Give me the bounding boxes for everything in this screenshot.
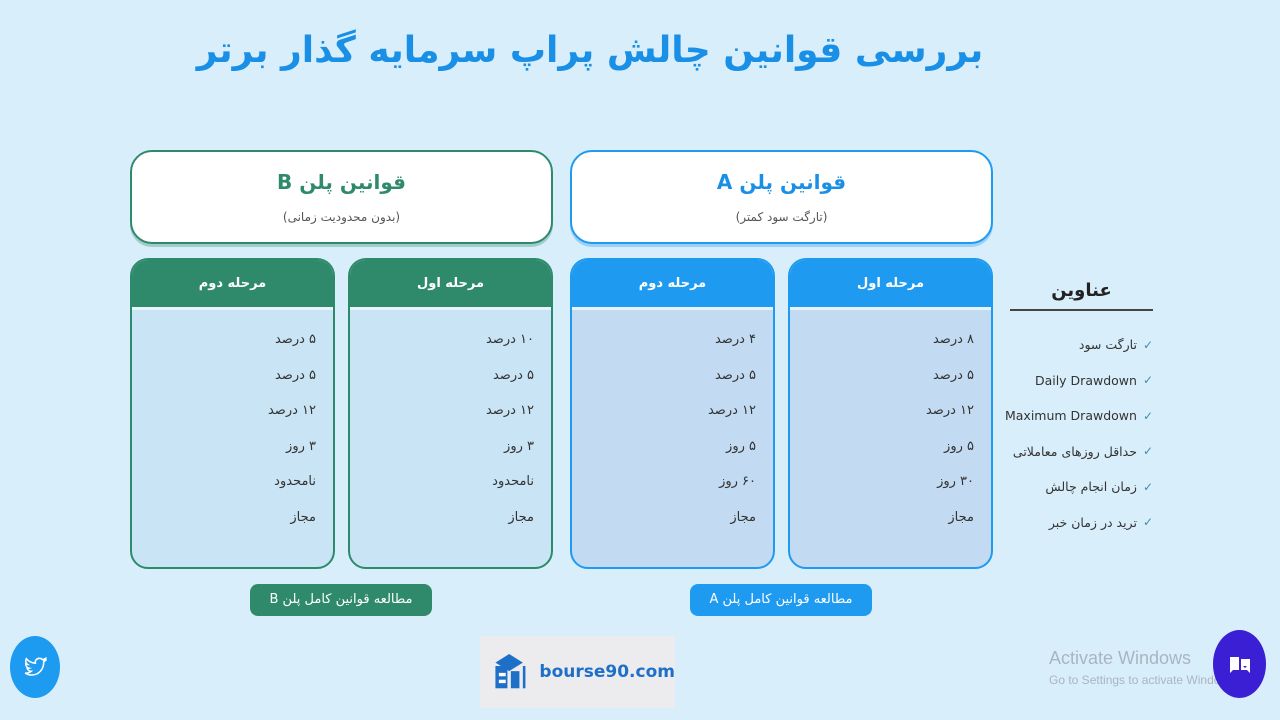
chat-icon (1229, 657, 1250, 673)
label-item: ✓ تارگت سود (1010, 327, 1153, 363)
rule-value: مجاز (508, 509, 534, 525)
watermark-line1: Activate Windows (1049, 648, 1192, 668)
check-icon: ✓ (1142, 479, 1153, 494)
label-item: ✓ Daily Drawdown (1010, 363, 1153, 399)
stage-header: مرحله دوم (572, 260, 773, 310)
label-text: Maximum Drawdown (1004, 408, 1137, 424)
check-icon: ✓ (1142, 408, 1153, 423)
label-item: ✓ حداقل روزهای معاملاتی (1010, 434, 1153, 470)
plan-b-subtitle: (بدون محدودیت زمانی) (282, 210, 401, 224)
plan-a-title: قوانین پلن A (716, 170, 847, 194)
stage-header: مرحله دوم (132, 260, 333, 310)
rule-value: ۵ درصد (274, 332, 316, 347)
label-text: حداقل روزهای معاملاتی (1012, 443, 1137, 459)
rule-value: ۴ درصد (714, 332, 756, 347)
rule-value: مجاز (948, 509, 974, 525)
plan-a-stage1-column: مرحله اول ۸ درصد ۵ درصد ۱۲ درصد ۵ روز ۳۰ روز م… (788, 258, 993, 569)
logo-cube-icon (495, 654, 526, 689)
plan-a-stage2-column: مرحله دوم ۴ درصد ۵ درصد ۱۲ درصد ۵ روز ۶۰ روز م… (570, 258, 775, 569)
check-icon: ✓ (1142, 515, 1153, 530)
rule-value: نامحدود (274, 474, 316, 489)
labels-column: عناوین ✓ تارگت سود ✓ Daily Drawdown ✓ Maximum… (1005, 280, 1153, 541)
rule-value: ۸ درصد (932, 332, 974, 347)
rule-value: نامحدود (492, 474, 534, 489)
plan-b-title: قوانین پلن B (276, 170, 406, 194)
label-text: Daily Drawdown (1034, 372, 1137, 388)
check-icon: ✓ (1142, 337, 1153, 352)
rule-value: ۱۲ درصد (485, 403, 534, 418)
check-icon: ✓ (1142, 373, 1153, 388)
labels-title: عناوین (1010, 280, 1153, 311)
check-icon: ✓ (1142, 444, 1153, 459)
plan-b-stage1-column: مرحله اول ۱۰ درصد ۵ درصد ۱۲ درصد ۳ روز نامحدو… (348, 258, 553, 569)
stage-header: مرحله اول (350, 260, 551, 310)
rule-value: ۵ درصد (932, 367, 974, 383)
rule-value: ۱۲ درصد (707, 403, 756, 418)
plan-b-stage2-column: مرحله دوم ۵ درصد ۵ درصد ۱۲ درصد ۳ روز نامحدود… (130, 258, 335, 569)
rule-value: ۵ روز (944, 438, 974, 454)
rule-value: ۵ درصد (492, 367, 534, 383)
rule-value: ۳ روز (504, 438, 534, 454)
logo-text: bourse90.com (539, 662, 675, 682)
bourse90-logo[interactable]: bourse90.com (480, 636, 675, 708)
rule-value: ۳۰ روز (937, 474, 974, 489)
rule-value: ۱۰ درصد (485, 332, 534, 347)
label-item: ✓ ترید در زمان خبر (1010, 505, 1153, 541)
plan-b-header-card: قوانین پلن B (بدون محدودیت زمانی) (130, 150, 553, 244)
plan-a-full-rules-button[interactable]: مطالعه قوانین کامل پلن A (690, 584, 872, 616)
rule-value: ۵ روز (726, 438, 756, 454)
twitter-button[interactable] (10, 636, 60, 698)
watermark-line2: Go to Settings to activate Windows. (1049, 673, 1239, 687)
label-text: تارگت سود (1078, 337, 1137, 353)
rule-value: ۵ درصد (274, 367, 316, 383)
rule-value: ۵ درصد (714, 367, 756, 383)
plan-a-header-card: قوانین پلن A (تارگت سود کمتر) (570, 150, 993, 244)
label-item: ✓ زمان انجام چالش (1010, 469, 1153, 505)
label-text: زمان انجام چالش (1045, 479, 1137, 495)
plan-b-full-rules-button[interactable]: مطالعه قوانین کامل پلن B (250, 584, 432, 616)
chat-widget-button[interactable] (1213, 630, 1266, 698)
rule-value: ۱۲ درصد (267, 403, 316, 418)
rule-value: مجاز (290, 509, 316, 525)
label-item: ✓ Maximum Drawdown (1005, 398, 1153, 434)
rule-value: ۶۰ روز (719, 474, 756, 489)
twitter-icon (24, 656, 47, 676)
rule-value: ۱۲ درصد (925, 403, 974, 418)
rule-value: ۳ روز (286, 438, 316, 454)
label-text: ترید در زمان خبر (1048, 514, 1137, 530)
plan-a-subtitle: (تارگت سود کمتر) (735, 210, 828, 224)
page-title: بررسی قوانین چالش پراپ سرمایه گذار برتر (196, 30, 984, 71)
stage-header: مرحله اول (790, 260, 991, 310)
rule-value: مجاز (730, 509, 756, 525)
activate-windows-watermark: Activate Windows Go to Settings to activ… (1049, 648, 1238, 687)
